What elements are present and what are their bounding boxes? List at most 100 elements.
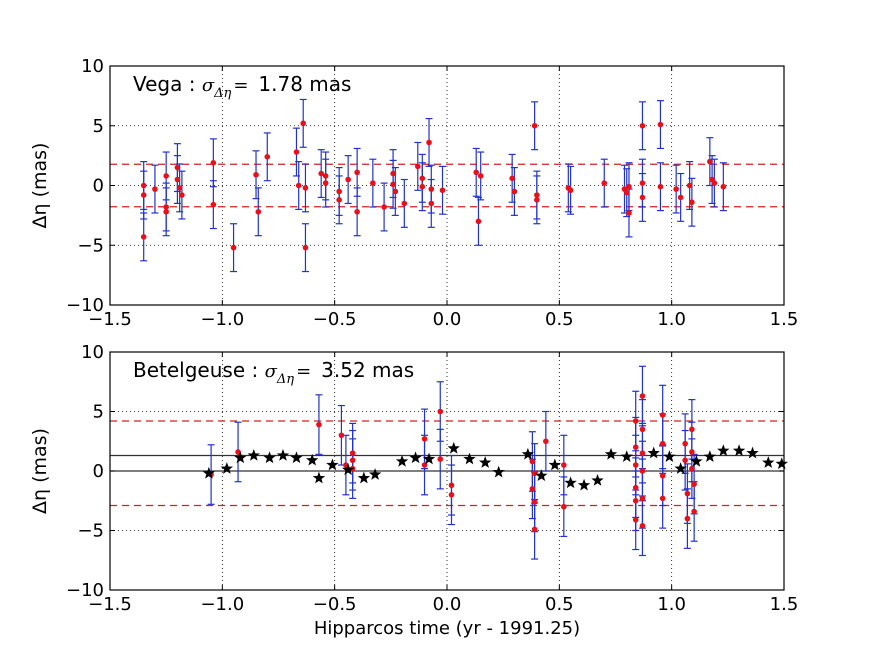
data-point xyxy=(684,515,691,522)
data-point xyxy=(531,122,538,129)
data-point xyxy=(691,481,697,487)
data-point xyxy=(689,426,695,433)
y-tick-label: −10 xyxy=(66,295,104,316)
model-star-point xyxy=(663,450,676,462)
data-point xyxy=(428,186,435,192)
data-point xyxy=(475,218,482,225)
data-point xyxy=(163,204,169,210)
model-star-point xyxy=(357,471,371,484)
data-point xyxy=(682,440,688,447)
data-point xyxy=(639,122,646,129)
model-star-point xyxy=(703,450,717,462)
data-point xyxy=(176,185,183,191)
data-point xyxy=(230,244,237,251)
data-point xyxy=(511,188,518,195)
data-point xyxy=(253,171,259,178)
data-point xyxy=(293,149,300,155)
sigma-subscript: Δη xyxy=(276,372,294,387)
data-point xyxy=(632,484,639,491)
model-star-point xyxy=(674,462,687,474)
sigma-equals: = xyxy=(233,75,248,96)
data-point xyxy=(140,234,147,240)
model-star-point xyxy=(312,471,326,484)
x-tick-label: 0.0 xyxy=(433,309,462,330)
data-point xyxy=(632,497,639,504)
y-tick-label: 5 xyxy=(93,402,104,423)
data-point xyxy=(632,516,639,523)
y-tick-label: 10 xyxy=(81,342,104,363)
model-star-point xyxy=(290,451,303,464)
y-tick-label: 0 xyxy=(93,461,104,482)
x-tick-label: −1.0 xyxy=(200,594,244,615)
data-point xyxy=(639,393,646,399)
x-tick-label: −0.5 xyxy=(313,594,357,615)
model-star-point xyxy=(492,465,505,478)
sigma-annotation: Betelgeuse : σΔη = 3.52 mas xyxy=(133,358,414,387)
data-point xyxy=(336,197,342,203)
model-star-point xyxy=(409,451,422,464)
data-point xyxy=(163,173,169,179)
data-point xyxy=(419,183,426,190)
data-point xyxy=(316,421,322,428)
data-point xyxy=(659,495,666,502)
data-point xyxy=(448,482,455,489)
data-point xyxy=(428,200,435,207)
sigma-value: 3.52 mas xyxy=(321,358,414,382)
data-point xyxy=(639,180,646,186)
data-point xyxy=(682,457,688,464)
data-point xyxy=(235,449,241,455)
data-point xyxy=(659,472,666,479)
data-point xyxy=(295,182,302,189)
y-tick-label: −5 xyxy=(77,235,104,256)
data-point xyxy=(632,418,639,424)
data-point xyxy=(632,462,639,468)
data-point xyxy=(626,210,632,216)
data-point xyxy=(677,194,684,201)
x-tick-label: 1.5 xyxy=(770,309,799,330)
data-point xyxy=(390,181,396,188)
model-star-point xyxy=(591,474,604,486)
data-point xyxy=(632,444,639,451)
data-point xyxy=(567,187,574,194)
x-tick-label: 1.5 xyxy=(770,594,799,615)
data-point xyxy=(477,173,484,179)
data-point xyxy=(336,188,342,195)
model-star-point xyxy=(368,468,382,480)
data-point xyxy=(639,495,646,502)
x-tick-label: 1.0 xyxy=(657,309,686,330)
model-star-point xyxy=(202,466,216,479)
data-point xyxy=(720,183,727,190)
data-point xyxy=(623,189,630,196)
data-point xyxy=(318,170,324,177)
model-star-point xyxy=(775,457,788,470)
data-point xyxy=(421,436,428,442)
data-point xyxy=(426,139,432,146)
model-star-point xyxy=(263,451,276,464)
sigma-value: 1.78 mas xyxy=(258,72,351,96)
model-star-point xyxy=(647,446,660,459)
y-axis-label: Δη (mas) xyxy=(29,428,51,514)
model-star-point xyxy=(564,476,577,489)
data-point xyxy=(534,192,540,198)
data-point xyxy=(561,503,567,510)
model-star-point xyxy=(422,452,436,465)
data-point xyxy=(322,180,329,186)
data-point xyxy=(174,176,181,183)
data-point xyxy=(179,192,185,198)
data-point xyxy=(659,440,666,447)
data-point xyxy=(509,175,515,182)
data-point xyxy=(338,432,345,439)
data-point xyxy=(691,508,697,515)
data-point xyxy=(529,486,536,492)
x-tick-label: −0.5 xyxy=(313,309,357,330)
y-axis-label: Δη (mas) xyxy=(29,143,51,229)
x-tick-label: −1.5 xyxy=(88,594,132,615)
model-star-point xyxy=(732,444,746,457)
data-point xyxy=(561,462,567,468)
sigma-symbol: σ xyxy=(202,75,215,96)
data-point xyxy=(659,412,666,418)
annotation-star-name: Betelgeuse : xyxy=(133,358,265,382)
y-tick-label: 0 xyxy=(93,176,104,197)
model-star-point xyxy=(620,450,633,462)
